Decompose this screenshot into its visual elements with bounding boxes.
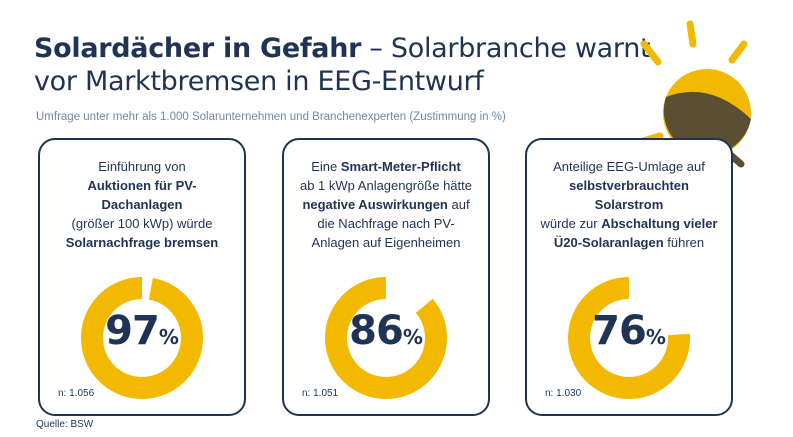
donut-value: 86: [349, 308, 404, 354]
title-bold: Solardächer in Gefahr: [34, 33, 362, 64]
sample-size: n: 1.051: [302, 388, 339, 399]
donut-unit: %: [645, 325, 666, 349]
donut-label: 76%: [567, 308, 691, 354]
donut-unit: %: [402, 325, 423, 349]
survey-card-1: Einführung von Auktionen für PV-Dachanla…: [38, 138, 246, 416]
card-statement: Eine Smart-Meter-Pflicht ab 1 kWp Anlage…: [299, 159, 472, 250]
donut-chart: [325, 277, 447, 399]
donut-label: 86%: [324, 308, 448, 354]
subtitle: Umfrage unter mehr als 1.000 Solaruntern…: [36, 111, 506, 123]
source-note: Quelle: BSW: [36, 419, 94, 430]
donut-chart: [568, 277, 690, 399]
sample-size: n: 1.030: [545, 388, 582, 399]
donut-unit: %: [158, 325, 179, 349]
survey-card-3: Anteilige EEG-Umlage auf selbstverbrauch…: [525, 138, 733, 416]
title-line-2: vor Marktbremsen in EEG-Entwurf: [34, 66, 484, 97]
donut-chart: [81, 277, 203, 399]
page-title: Solardächer in Gefahr – Solarbranche war…: [34, 32, 654, 98]
donut-label: 97%: [80, 308, 204, 354]
donut-slice-value: [81, 277, 203, 399]
title-rest: – Solarbranche warnt: [361, 33, 651, 64]
survey-card-2: Eine Smart-Meter-Pflicht ab 1 kWp Anlage…: [282, 138, 490, 416]
donut-slice-value: [568, 277, 690, 399]
donut-value: 97: [105, 308, 160, 354]
card-statement: Einführung von Auktionen für PV-Dachanla…: [65, 159, 219, 250]
donut-value: 76: [592, 308, 647, 354]
donut-slice-value: [325, 277, 447, 399]
card-statement: Anteilige EEG-Umlage auf selbstverbrauch…: [540, 159, 718, 250]
sample-size: n: 1.056: [58, 388, 95, 399]
